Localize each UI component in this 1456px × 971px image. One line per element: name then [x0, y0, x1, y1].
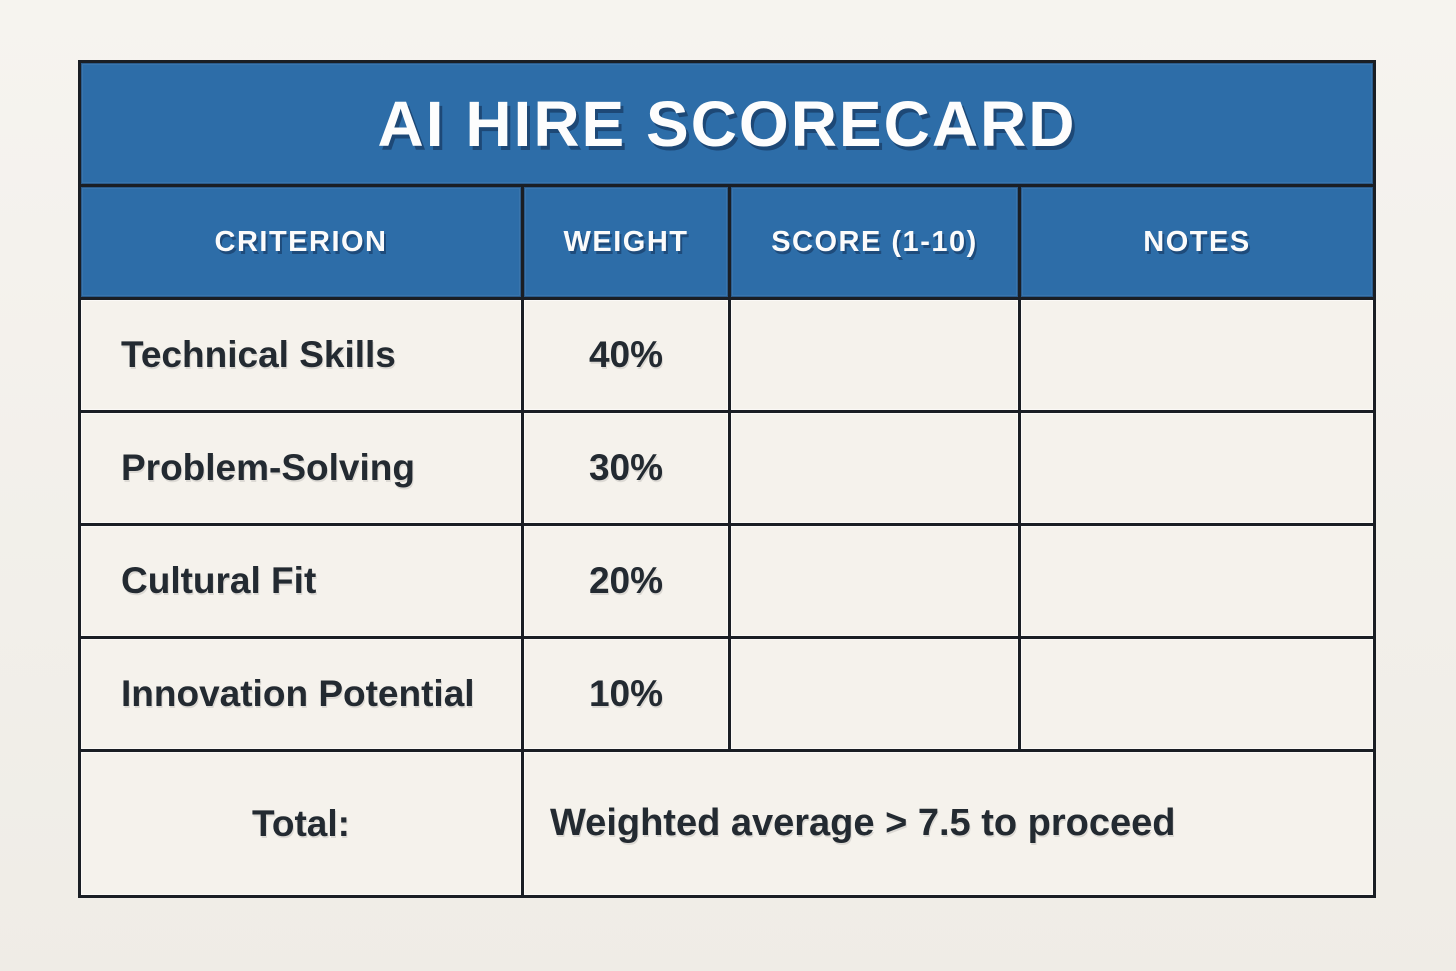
table-row-score-cell — [731, 639, 1018, 749]
table-row-score-cell — [731, 300, 1018, 410]
table-row-criterion-cell: Innovation Potential — [81, 639, 521, 749]
table-row-weight-cell: 40% — [524, 300, 728, 410]
column-header-criterion: CRITERION — [81, 187, 521, 297]
table-title-band: AI HIRE SCORECARD — [81, 63, 1373, 184]
criterion-label: Technical Skills — [121, 334, 396, 375]
table-row-weight-cell: 30% — [524, 413, 728, 523]
column-header-score: SCORE (1-10) — [731, 187, 1018, 297]
scorecard-table: AI HIRE SCORECARD CRITERION WEIGHT SCORE… — [78, 60, 1376, 898]
column-header-label: CRITERION — [214, 225, 388, 258]
table-row-criterion-cell: Cultural Fit — [81, 526, 521, 636]
total-value-cell: Weighted average > 7.5 to proceed — [524, 752, 1373, 895]
total-value: Weighted average > 7.5 to proceed — [550, 802, 1176, 844]
column-header-weight: WEIGHT — [524, 187, 728, 297]
column-header-label: WEIGHT — [563, 225, 689, 258]
table-row-weight-cell: 10% — [524, 639, 728, 749]
criterion-label: Problem-Solving — [121, 447, 415, 488]
total-label: Total: — [252, 802, 350, 844]
table-row-score-cell — [731, 413, 1018, 523]
table-row-notes-cell — [1021, 300, 1373, 410]
column-header-notes: NOTES — [1021, 187, 1373, 297]
table-row-criterion-cell: Technical Skills — [81, 300, 521, 410]
table-row-notes-cell — [1021, 526, 1373, 636]
column-header-label: SCORE (1-10) — [771, 225, 978, 258]
weight-value: 40% — [588, 334, 664, 375]
table-row-weight-cell: 20% — [524, 526, 728, 636]
weight-value: 20% — [588, 560, 664, 601]
table-row-notes-cell — [1021, 639, 1373, 749]
column-header-label: NOTES — [1143, 225, 1251, 258]
criterion-label: Cultural Fit — [121, 560, 317, 601]
criterion-label: Innovation Potential — [121, 673, 475, 714]
table-title: AI HIRE SCORECARD — [377, 87, 1077, 160]
weight-value: 10% — [588, 673, 664, 714]
table-row-notes-cell — [1021, 413, 1373, 523]
table-row-criterion-cell: Problem-Solving — [81, 413, 521, 523]
weight-value: 30% — [588, 447, 664, 488]
total-label-cell: Total: — [81, 752, 521, 895]
table-row-score-cell — [731, 526, 1018, 636]
